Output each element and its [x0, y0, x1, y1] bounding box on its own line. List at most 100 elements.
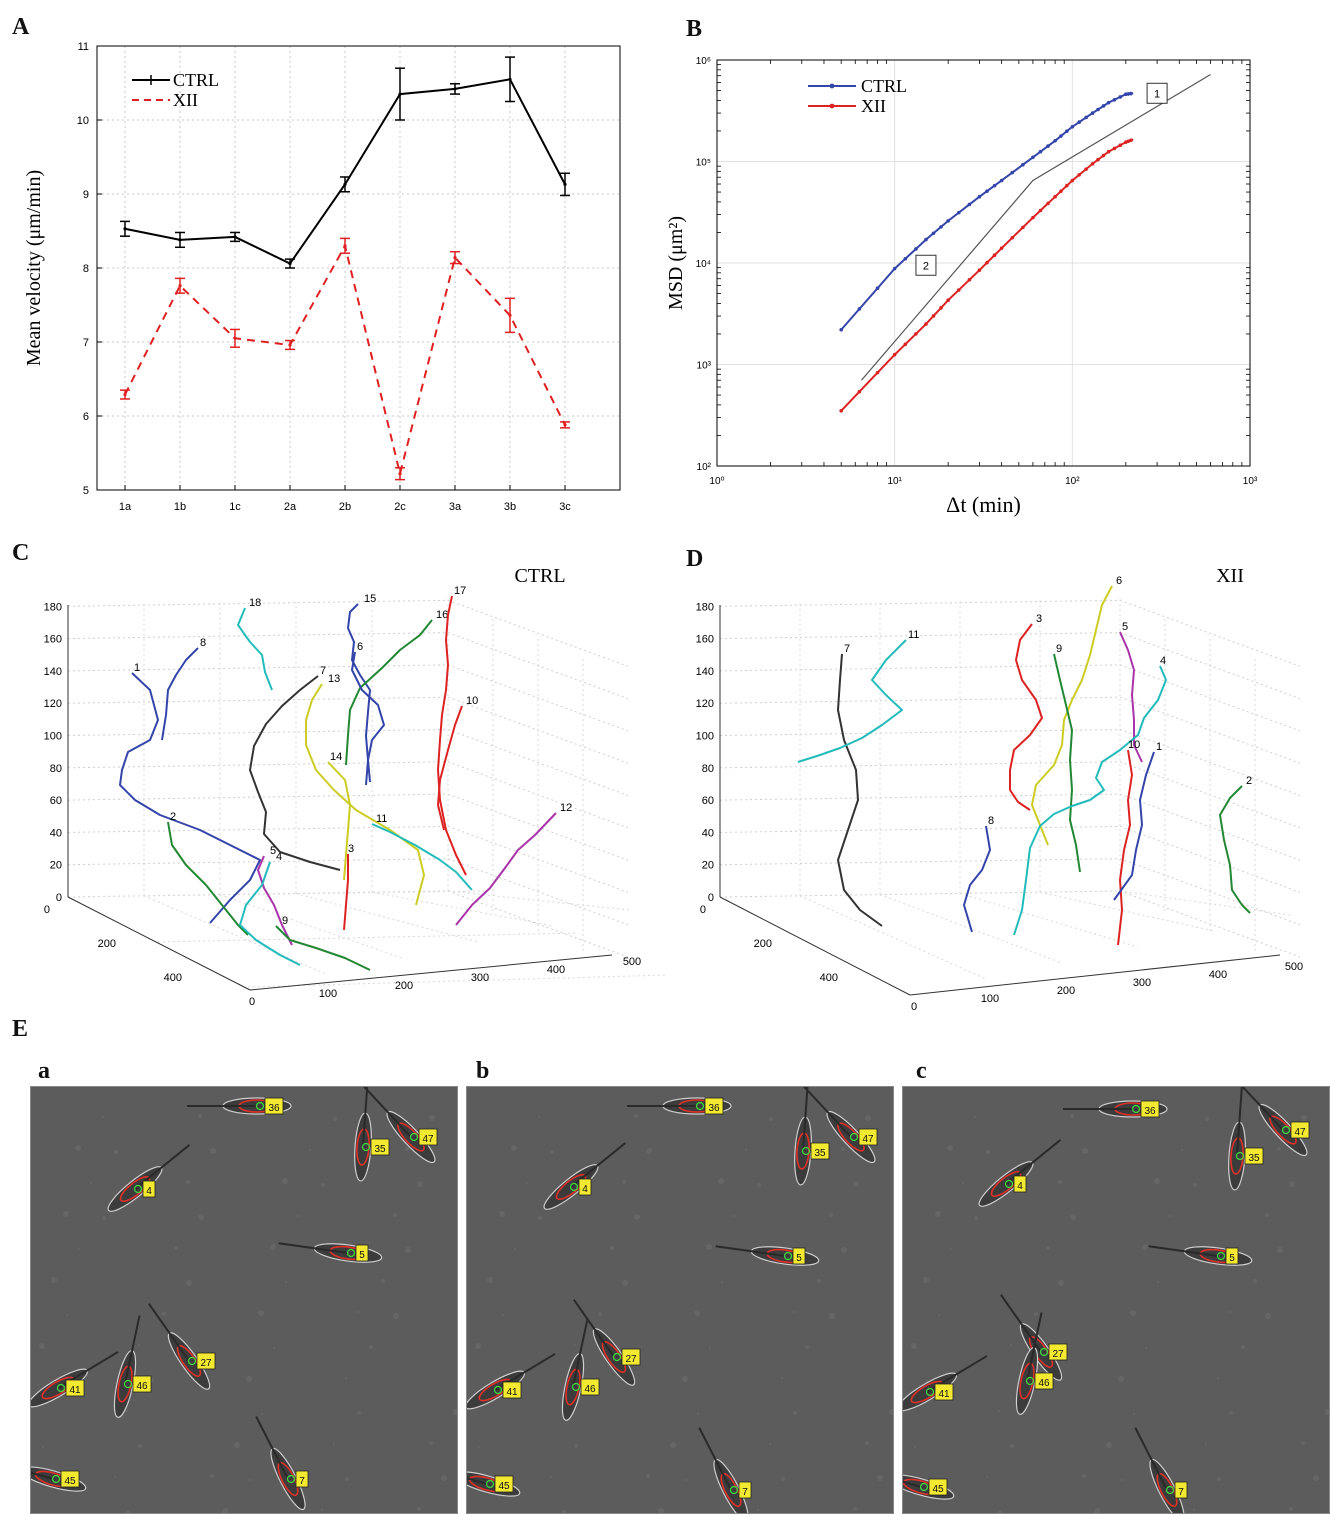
background-speck — [31, 1087, 32, 1088]
data-point — [956, 288, 961, 292]
background-speck — [357, 1411, 361, 1415]
background-speck — [781, 1477, 785, 1481]
background-speck — [562, 1510, 566, 1513]
grid-line-z — [67, 599, 449, 607]
cell-tag-box — [142, 1180, 156, 1198]
data-point — [178, 284, 182, 288]
y-axis-label: Mean velocity (μm/min) — [23, 170, 45, 366]
track-9 — [1053, 653, 1081, 873]
grid-line-z — [1119, 664, 1301, 732]
background-speck — [51, 1277, 57, 1283]
cell-tag-label: 27 — [1052, 1349, 1064, 1360]
background-speck — [950, 1248, 952, 1250]
data-point — [1046, 201, 1050, 206]
data-point — [1112, 146, 1117, 151]
data-point — [563, 182, 567, 186]
plot-frame — [716, 59, 1251, 467]
series-line-ctrl — [840, 92, 1134, 331]
background-speck — [1181, 1149, 1183, 1151]
track-8 — [963, 825, 991, 933]
background-speck — [769, 1117, 773, 1121]
data-point — [1096, 157, 1100, 162]
background-speck — [321, 1509, 323, 1511]
cell-tag-label: 41 — [506, 1387, 518, 1398]
background-speck — [417, 1507, 421, 1511]
grid-line-floor — [447, 890, 631, 911]
data-point — [1112, 97, 1117, 102]
background-speck — [42, 1446, 44, 1448]
background-speck — [514, 1248, 516, 1250]
background-speck — [1070, 1214, 1076, 1220]
cell-tag-box — [1048, 1343, 1068, 1361]
background-speck — [393, 1313, 399, 1319]
track-label-7: 7 — [844, 643, 850, 655]
background-speck — [453, 1409, 457, 1415]
cell-tag-label: 46 — [1038, 1378, 1050, 1389]
data-point — [839, 327, 843, 332]
background-speck — [538, 1116, 540, 1118]
data-point — [453, 256, 457, 260]
track-4 — [239, 861, 301, 966]
cell-protrusion — [802, 1087, 809, 1152]
cell-tag-label: 47 — [422, 1134, 434, 1145]
grid-line-z — [719, 761, 1121, 769]
x-tick-label: 500 — [1285, 961, 1303, 973]
cell-tag-label: 35 — [374, 1144, 386, 1155]
data-point — [1070, 124, 1075, 129]
track-label-3: 3 — [1036, 613, 1042, 625]
background-speck — [63, 1211, 69, 1217]
background-speck — [877, 1475, 883, 1481]
background-speck — [682, 1376, 688, 1382]
background-speck — [138, 1444, 142, 1448]
background-speck — [345, 1477, 349, 1481]
panel-label-c: C — [12, 540, 30, 566]
track-label-5: 5 — [270, 845, 276, 857]
y-tick-label: 10⁶ — [696, 56, 711, 67]
cell-marker — [569, 1182, 579, 1192]
panel-label-ec: c — [916, 1058, 927, 1084]
cell-tag-box — [494, 1475, 514, 1493]
z-tick-label: 20 — [702, 860, 714, 872]
data-point — [1084, 167, 1088, 171]
grid-line-z — [1119, 729, 1301, 796]
background-speck — [1118, 1376, 1124, 1382]
data-point — [967, 202, 972, 207]
track-12 — [455, 812, 557, 926]
y-tick-label: 10 — [77, 115, 89, 127]
background-speck — [261, 1413, 263, 1415]
data-point — [1106, 100, 1111, 105]
z-tick-label: 0 — [708, 892, 714, 904]
data-point — [1065, 129, 1069, 134]
background-speck — [697, 1413, 699, 1415]
track-label-15: 15 — [364, 593, 376, 605]
x-tick-label: 2a — [284, 501, 297, 513]
grid-line-floor — [219, 894, 403, 959]
grid-line-z — [67, 761, 449, 769]
background-speck — [781, 1377, 783, 1379]
background-speck — [1229, 1411, 1233, 1415]
background-speck — [538, 1216, 542, 1220]
cell-protrusion — [124, 1315, 141, 1385]
grid-line-z — [719, 599, 1121, 607]
background-speck — [1094, 1508, 1100, 1513]
data-point — [508, 77, 512, 81]
background-speck — [1010, 1344, 1012, 1346]
cell-tag-box — [1225, 1247, 1239, 1265]
cell-tag-label: 46 — [136, 1381, 148, 1392]
track-2 — [1219, 785, 1251, 914]
background-speck — [646, 1148, 652, 1154]
background-speck — [709, 1347, 711, 1349]
background-speck — [658, 1508, 664, 1513]
background-speck — [986, 1476, 988, 1478]
background-speck — [270, 1244, 276, 1250]
y-tick-label: 8 — [83, 263, 89, 275]
x-tick-label: 10³ — [1243, 476, 1258, 487]
data-point — [453, 87, 457, 91]
background-speck — [733, 1215, 735, 1217]
background-speck — [694, 1310, 700, 1316]
panel-3d-d: 0204060801001201401601800100200300400500… — [696, 565, 1304, 1010]
data-point — [875, 286, 880, 290]
data-point — [233, 235, 237, 239]
legend-label: XII — [173, 90, 198, 110]
data-point — [1118, 95, 1123, 99]
